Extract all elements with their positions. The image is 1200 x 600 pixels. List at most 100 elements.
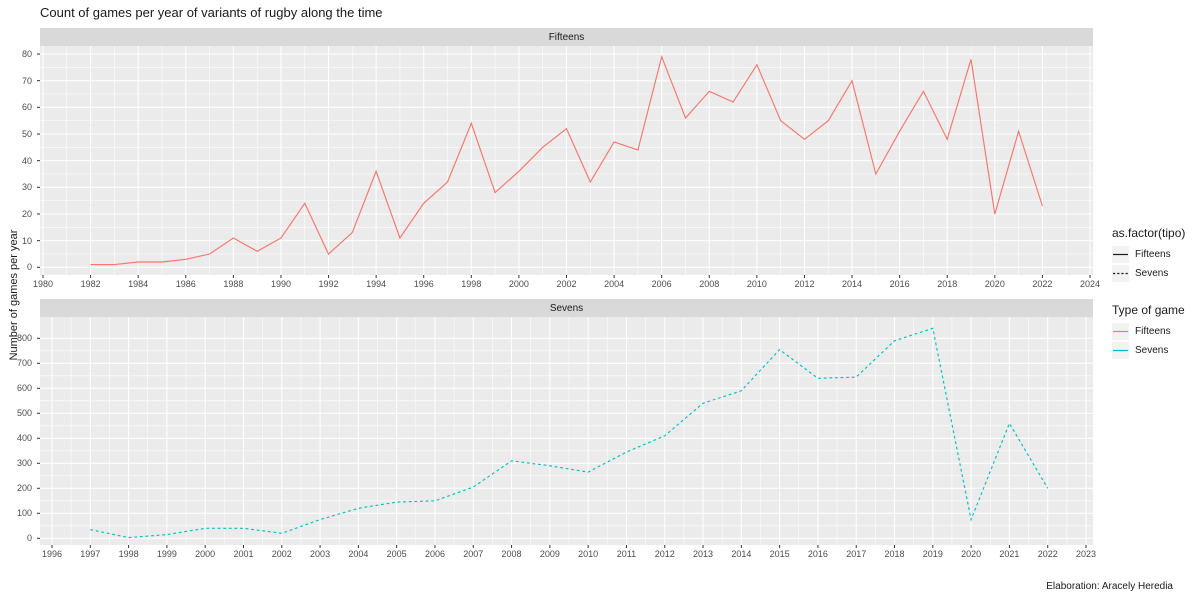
x-tick-label: 1994 (366, 279, 387, 289)
y-tick-label: 30 (21, 182, 32, 193)
y-tick-label: 700 (16, 358, 32, 369)
x-tick-label: 2012 (794, 279, 815, 289)
fifteens-y-axis-labels: 0 10 20 30 40 50 60 70 80 (0, 46, 36, 275)
legend-key-line-icon (1112, 342, 1129, 359)
legend-item-label: Fifteens (1135, 249, 1171, 260)
y-tick-label: 600 (16, 383, 32, 394)
x-tick-label: 2014 (731, 549, 752, 559)
legend-item-label: Sevens (1135, 345, 1169, 356)
legend-color: Type of game Fifteens Sevens (1104, 303, 1200, 360)
x-tick-label: 2022 (1037, 549, 1058, 559)
y-tick-label: 500 (16, 408, 32, 419)
x-tick-label: 1986 (175, 279, 196, 289)
x-tick-label: 2004 (348, 549, 369, 559)
sevens-y-axis-labels: 0 100 200 300 400 500 600 700 800 (0, 317, 36, 545)
y-tick-label: 40 (21, 155, 32, 166)
y-tick-label: 10 (21, 235, 32, 246)
x-tick-label: 2011 (616, 549, 637, 559)
facet-strip-sevens-label: Sevens (549, 302, 584, 314)
legend-item: Sevens (1112, 341, 1200, 360)
x-tick-label: 2004 (604, 279, 625, 289)
x-tick-label: 2023 (1075, 549, 1097, 559)
legend-item: Fifteens (1112, 322, 1200, 341)
legend-key-line-icon (1112, 265, 1129, 282)
fifteens-line (90, 54, 1043, 266)
x-tick-label: 2008 (501, 549, 522, 559)
caption: Elaboration: Aracely Heredia (1046, 581, 1173, 592)
y-tick-label: 50 (21, 128, 32, 139)
y-tick-label: 800 (16, 333, 32, 344)
x-tick-label: 1990 (270, 279, 291, 289)
y-tick-label: 70 (21, 75, 32, 86)
x-tick-label: 2013 (693, 549, 714, 559)
legend-item: Fifteens (1112, 245, 1200, 264)
x-tick-label: 2015 (769, 549, 790, 559)
x-tick-label: 2018 (884, 549, 905, 559)
y-tick-label: 300 (16, 458, 32, 469)
x-tick-label: 1996 (413, 279, 434, 289)
plot-title: Count of games per year of variants of r… (40, 5, 383, 20)
x-tick-label: 2003 (310, 549, 331, 559)
x-tick-label: 2021 (999, 549, 1020, 559)
y-tick-label: 200 (16, 483, 32, 494)
x-tick-label: 2017 (846, 549, 867, 559)
legend-item: Sevens (1112, 264, 1200, 283)
x-tick-label: 2006 (651, 279, 672, 289)
legend-linetype-title: as.factor(tipo) (1112, 226, 1186, 240)
x-tick-label: 2019 (922, 549, 943, 559)
x-tick-label: 1996 (41, 549, 63, 559)
x-tick-label: 1984 (128, 279, 149, 289)
x-tick-label: 2000 (508, 279, 529, 289)
x-tick-label: 1997 (80, 549, 101, 559)
legend-color-items: Fifteens Sevens (1104, 322, 1200, 360)
x-tick-label: 2009 (539, 549, 560, 559)
x-tick-label: 2002 (271, 549, 292, 559)
x-tick-label: 1988 (223, 279, 244, 289)
x-tick-label: 2010 (746, 279, 767, 289)
x-tick-label: 2016 (889, 279, 910, 289)
x-tick-label: 2010 (578, 549, 599, 559)
x-tick-label: 2016 (807, 549, 828, 559)
x-tick-label: 1982 (80, 279, 101, 289)
y-tick-label: 0 (26, 533, 32, 544)
x-tick-label: 1999 (156, 549, 177, 559)
y-tick-label: 0 (26, 262, 32, 273)
x-tick-label: 2024 (1079, 279, 1101, 289)
x-tick-label: 2001 (233, 549, 254, 559)
x-tick-label: 2002 (556, 279, 577, 289)
x-tick-label: 2005 (386, 549, 407, 559)
x-tick-label: 2018 (937, 279, 958, 289)
y-tick-label: 20 (21, 208, 32, 219)
x-tick-label: 2012 (654, 549, 675, 559)
legend-color-title: Type of game (1112, 303, 1185, 317)
y-tick-label: 80 (21, 49, 32, 59)
x-tick-label: 2000 (195, 549, 216, 559)
x-tick-label: 2014 (842, 279, 863, 289)
sevens-panel (37, 317, 1093, 548)
x-tick-label: 1992 (318, 279, 339, 289)
legend-linetype-items: Fifteens Sevens (1104, 245, 1200, 283)
x-tick-label: 2020 (984, 279, 1005, 289)
y-tick-label: 400 (16, 433, 32, 444)
x-tick-label: 1998 (118, 549, 139, 559)
x-tick-label: 2007 (463, 549, 484, 559)
x-tick-label: 1998 (461, 279, 482, 289)
fifteens-panel (37, 46, 1097, 278)
x-tick-label: 2008 (699, 279, 720, 289)
legend-key-line-icon (1112, 246, 1129, 263)
fifteens-x-axis-labels: 1980 1982 1984 1986 1988 1990 1992 1994 1996 1998… (33, 279, 1100, 291)
sevens-x-axis-labels: 1996 1997 1998 1999 2000 2001 2002 2003 2004 2005… (40, 549, 1097, 561)
legend-item-label: Sevens (1135, 268, 1169, 279)
x-tick-label: 1980 (32, 279, 54, 289)
facet-strip-fifteens-label: Fifteens (548, 31, 585, 43)
facet-strip-fifteens: Fifteens (40, 28, 1093, 46)
y-tick-label: 60 (21, 102, 32, 113)
x-tick-label: 2022 (1032, 279, 1053, 289)
legend-item-label: Fifteens (1135, 326, 1171, 337)
facet-strip-sevens: Sevens (40, 299, 1093, 317)
legend-key-line-icon (1112, 323, 1129, 340)
legend-linetype: as.factor(tipo) Fifteens Sevens (1104, 226, 1200, 283)
x-tick-label: 2006 (424, 549, 445, 559)
y-tick-label: 100 (16, 508, 32, 519)
